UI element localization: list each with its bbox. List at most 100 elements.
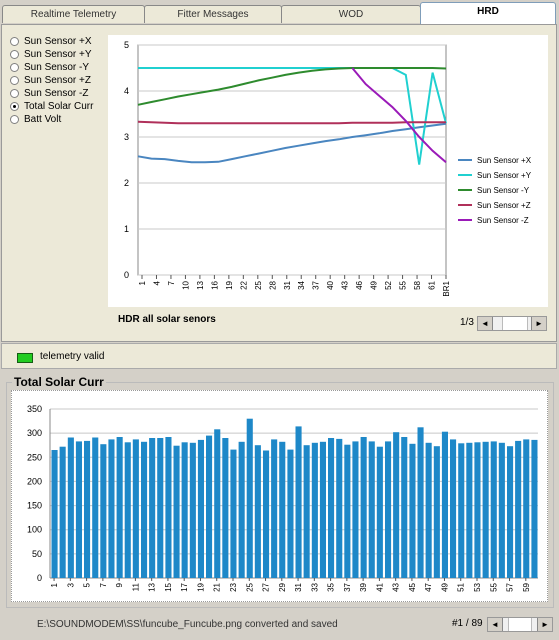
bar bbox=[100, 444, 107, 578]
x-tick-label: 58 bbox=[413, 280, 422, 289]
chart-caption: HDR all solar senors bbox=[118, 314, 216, 325]
x-tick-label: 55 bbox=[399, 280, 408, 289]
radio-button-icon[interactable] bbox=[10, 63, 19, 72]
bar bbox=[441, 431, 448, 578]
x-tick-label: 19 bbox=[196, 582, 205, 591]
radio-button-icon[interactable] bbox=[10, 50, 19, 59]
radio-option[interactable]: Sun Sensor -Z bbox=[10, 87, 102, 100]
tab-wod[interactable]: WOD bbox=[281, 5, 421, 23]
x-tick-label: 25 bbox=[245, 582, 254, 591]
bar bbox=[157, 438, 164, 578]
radio-button-icon[interactable] bbox=[10, 102, 19, 111]
series-line bbox=[351, 67, 447, 164]
x-tick-label: BR1 bbox=[442, 280, 451, 296]
y-tick-label: 5 bbox=[124, 40, 129, 50]
radio-option[interactable]: Total Solar Curr bbox=[10, 100, 102, 113]
scroll-right-icon[interactable]: ► bbox=[531, 317, 546, 330]
bar bbox=[417, 427, 424, 578]
bar bbox=[108, 439, 115, 578]
bar bbox=[238, 441, 245, 578]
total-solar-curr-group bbox=[6, 382, 554, 608]
x-tick-label: 19 bbox=[225, 280, 234, 289]
series-line bbox=[137, 122, 447, 164]
scroll-thumb[interactable] bbox=[502, 317, 528, 330]
status-bar: telemetry valid bbox=[1, 343, 557, 369]
series-line bbox=[137, 67, 447, 106]
sensor-line-chart: 0 1 2 3 4 5 1 4 7 10 13 16 19 22 25 28 31 34 37 40 43 46 49 52 5… bbox=[108, 35, 548, 307]
radio-option[interactable]: Sun Sensor +X bbox=[10, 35, 102, 48]
x-tick-label: 7 bbox=[167, 280, 176, 285]
scroll-left-icon[interactable]: ◄ bbox=[488, 618, 503, 631]
image-page-scrollbar[interactable]: ◄ ► bbox=[487, 617, 553, 632]
y-tick-label: 150 bbox=[27, 501, 42, 511]
scroll-right-icon[interactable]: ► bbox=[537, 618, 552, 631]
y-tick-label: 350 bbox=[27, 404, 42, 414]
bar bbox=[523, 439, 530, 578]
bar bbox=[303, 445, 310, 578]
x-tick-label: 21 bbox=[213, 582, 222, 591]
x-tick-label: 43 bbox=[341, 280, 350, 289]
radio-option[interactable]: Sun Sensor +Y bbox=[10, 48, 102, 61]
y-tick-label: 300 bbox=[27, 428, 42, 438]
x-tick-label: 61 bbox=[428, 280, 437, 289]
x-tick-label: 40 bbox=[326, 280, 335, 289]
y-tick-label: 2 bbox=[124, 178, 129, 188]
radio-option[interactable]: Batt Volt bbox=[10, 113, 102, 126]
y-tick-label: 250 bbox=[27, 452, 42, 462]
x-tick-label: 29 bbox=[278, 582, 287, 591]
x-tick-label: 27 bbox=[262, 582, 271, 591]
bar bbox=[409, 443, 416, 578]
tab-fitter-messages[interactable]: Fitter Messages bbox=[144, 5, 282, 23]
radio-button-icon[interactable] bbox=[10, 89, 19, 98]
scroll-left-icon[interactable]: ◄ bbox=[478, 317, 493, 330]
x-tick-label: 22 bbox=[239, 280, 248, 289]
y-tick-label: 0 bbox=[37, 573, 42, 583]
x-tick-label: 57 bbox=[506, 582, 515, 591]
x-tick-label: 35 bbox=[327, 582, 336, 591]
telemetry-led-icon bbox=[17, 353, 33, 363]
bar bbox=[116, 437, 123, 578]
radio-label: Sun Sensor +Z bbox=[24, 75, 91, 86]
radio-button-icon[interactable] bbox=[10, 37, 19, 46]
radio-option[interactable]: Sun Sensor -Y bbox=[10, 61, 102, 74]
bar bbox=[149, 438, 156, 578]
bar bbox=[67, 437, 74, 578]
bar bbox=[425, 442, 432, 578]
image-page-counter: #1 / 89 bbox=[452, 618, 483, 629]
x-tick-label: 51 bbox=[457, 582, 466, 591]
scroll-thumb[interactable] bbox=[508, 618, 532, 631]
x-tick-label: 17 bbox=[180, 582, 189, 591]
bar bbox=[222, 438, 229, 578]
bar bbox=[401, 437, 408, 578]
bar bbox=[271, 439, 278, 578]
legend-label: Sun Sensor -Y bbox=[477, 186, 530, 195]
radio-button-icon[interactable] bbox=[10, 76, 19, 85]
x-tick-label: 5 bbox=[83, 582, 92, 587]
x-tick-label: 34 bbox=[297, 280, 306, 289]
x-tick-label: 31 bbox=[283, 280, 292, 289]
x-tick-label: 7 bbox=[99, 582, 108, 587]
x-tick-label: 23 bbox=[229, 582, 238, 591]
x-tick-label: 37 bbox=[343, 582, 352, 591]
bar bbox=[498, 442, 505, 578]
tab-hrd[interactable]: HRD bbox=[420, 2, 556, 25]
bar bbox=[376, 446, 383, 578]
bar bbox=[319, 441, 326, 578]
legend-label: Sun Sensor +X bbox=[477, 156, 532, 165]
bar bbox=[84, 440, 91, 578]
radio-button-icon[interactable] bbox=[10, 115, 19, 124]
bar bbox=[515, 440, 522, 578]
status-message: E:\SOUNDMODEM\SS\funcube_Funcube.png con… bbox=[37, 619, 338, 630]
radio-label: Sun Sensor +X bbox=[24, 36, 92, 47]
x-tick-label: 41 bbox=[375, 582, 384, 591]
x-tick-label: 59 bbox=[522, 582, 531, 591]
x-tick-label: 55 bbox=[489, 582, 498, 591]
legend-label: Sun Sensor +Z bbox=[477, 201, 531, 210]
radio-option[interactable]: Sun Sensor +Z bbox=[10, 74, 102, 87]
x-tick-label: 49 bbox=[370, 280, 379, 289]
chart-page-scrollbar[interactable]: ◄ ► bbox=[477, 316, 547, 331]
x-tick-label: 46 bbox=[355, 280, 364, 289]
tab-realtime-telemetry[interactable]: Realtime Telemetry bbox=[2, 5, 145, 23]
